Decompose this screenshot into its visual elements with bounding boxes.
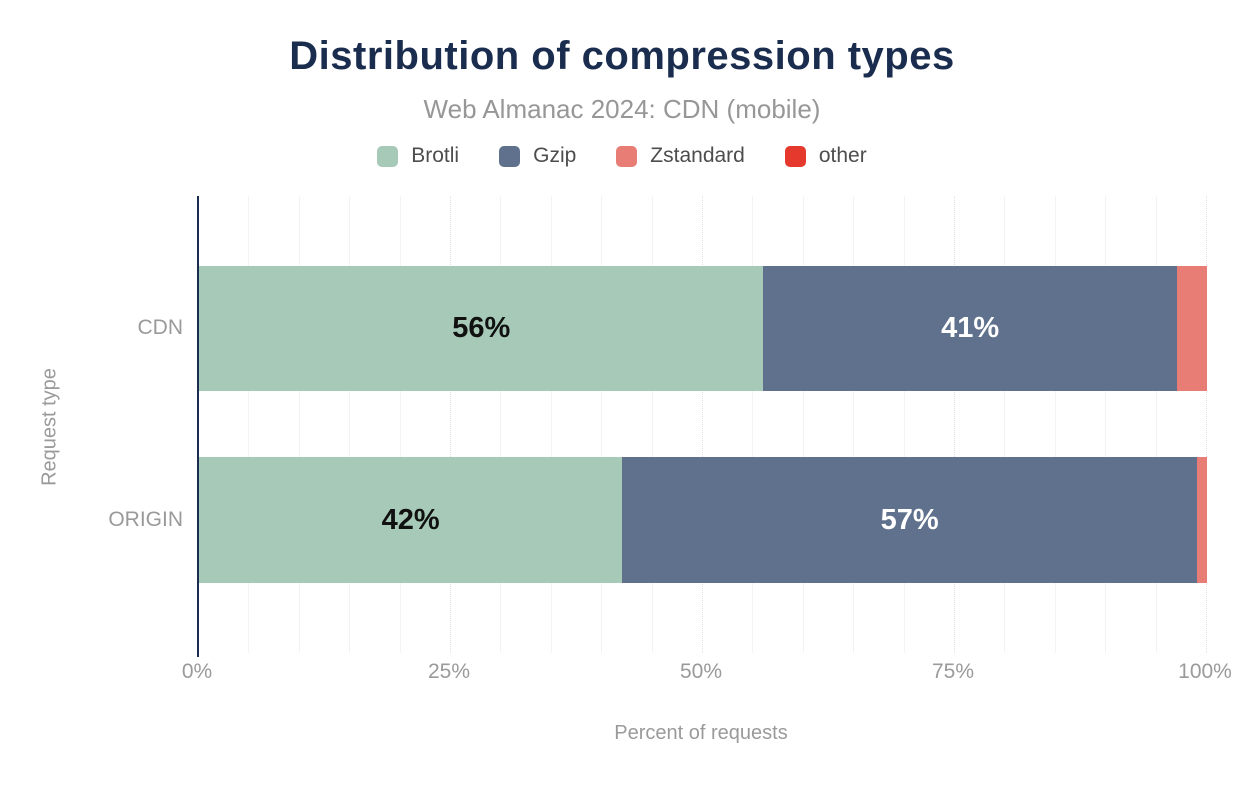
chart-subtitle: Web Almanac 2024: CDN (mobile) (423, 94, 821, 124)
x-axis-title: Percent of requests (614, 722, 788, 744)
gridline (298, 196, 300, 653)
bar-value-label: 41% (941, 312, 1000, 344)
category-label-cdn: CDN (137, 316, 184, 339)
legend-swatch-zstandard (616, 145, 638, 167)
legend: Brotli Gzip Zstandard other (0, 144, 1244, 168)
legend-item-gzip[interactable]: Gzip (499, 144, 576, 168)
legend-label: Zstandard (650, 144, 745, 167)
chart-title: Distribution of compression types (289, 34, 955, 78)
gridline (1155, 196, 1157, 653)
bar-segment-cdn-brotli[interactable]: 56% (199, 266, 764, 391)
legend-swatch-other (784, 145, 806, 167)
bar-value-label: 57% (880, 503, 939, 536)
x-tick-label: 0% (181, 660, 213, 683)
gridline (752, 196, 754, 653)
gridline (550, 196, 552, 653)
bar-segment-cdn-gzip[interactable]: 41% (763, 266, 1177, 391)
gridline (954, 196, 955, 653)
x-axis-ticks: 0% 25% 50% 75% 100% (182, 660, 1232, 688)
plot-area: 56% 41% 42% 57% (197, 196, 1207, 657)
bar-segment-origin-brotli[interactable]: 42% (199, 457, 623, 583)
bar-value-label: 42% (381, 503, 440, 536)
gridline (248, 196, 250, 653)
legend-swatch-brotli (377, 145, 399, 167)
bar-row-origin: 42% 57% (199, 457, 1207, 583)
gridline (1206, 196, 1207, 653)
legend-label: Gzip (533, 144, 577, 167)
gridline (651, 196, 653, 653)
x-tick-label: 25% (427, 660, 471, 683)
legend-item-other[interactable]: other (784, 144, 867, 168)
bar-row-cdn: 56% 41% (199, 266, 1207, 391)
legend-label: other (818, 144, 867, 167)
x-tick-label: 75% (931, 660, 975, 683)
gridline (1004, 196, 1006, 653)
gridline (853, 196, 855, 653)
bar-segment-cdn-zstandard[interactable] (1176, 266, 1207, 391)
gridline (1105, 196, 1107, 653)
legend-item-zstandard[interactable]: Zstandard (616, 144, 745, 168)
gridline (399, 196, 401, 653)
gridline (450, 196, 451, 653)
legend-item-brotli[interactable]: Brotli (377, 144, 459, 168)
bar-segment-origin-gzip[interactable]: 57% (622, 457, 1197, 583)
category-label-origin: ORIGIN (108, 508, 183, 531)
gridline (802, 196, 804, 653)
gridline (349, 196, 351, 653)
bar-value-label: 56% (452, 312, 511, 344)
x-tick-label: 50% (679, 660, 723, 683)
bar-segment-origin-zstandard[interactable] (1196, 457, 1207, 583)
legend-label: Brotli (411, 144, 460, 167)
legend-swatch-gzip (499, 145, 521, 167)
gridline (500, 196, 502, 653)
x-tick-label: 100% (1178, 660, 1232, 683)
gridline (1054, 196, 1056, 653)
gridline (903, 196, 905, 653)
gridline (601, 196, 603, 653)
gridline (702, 196, 703, 653)
category-labels: CDN ORIGIN (0, 196, 183, 657)
